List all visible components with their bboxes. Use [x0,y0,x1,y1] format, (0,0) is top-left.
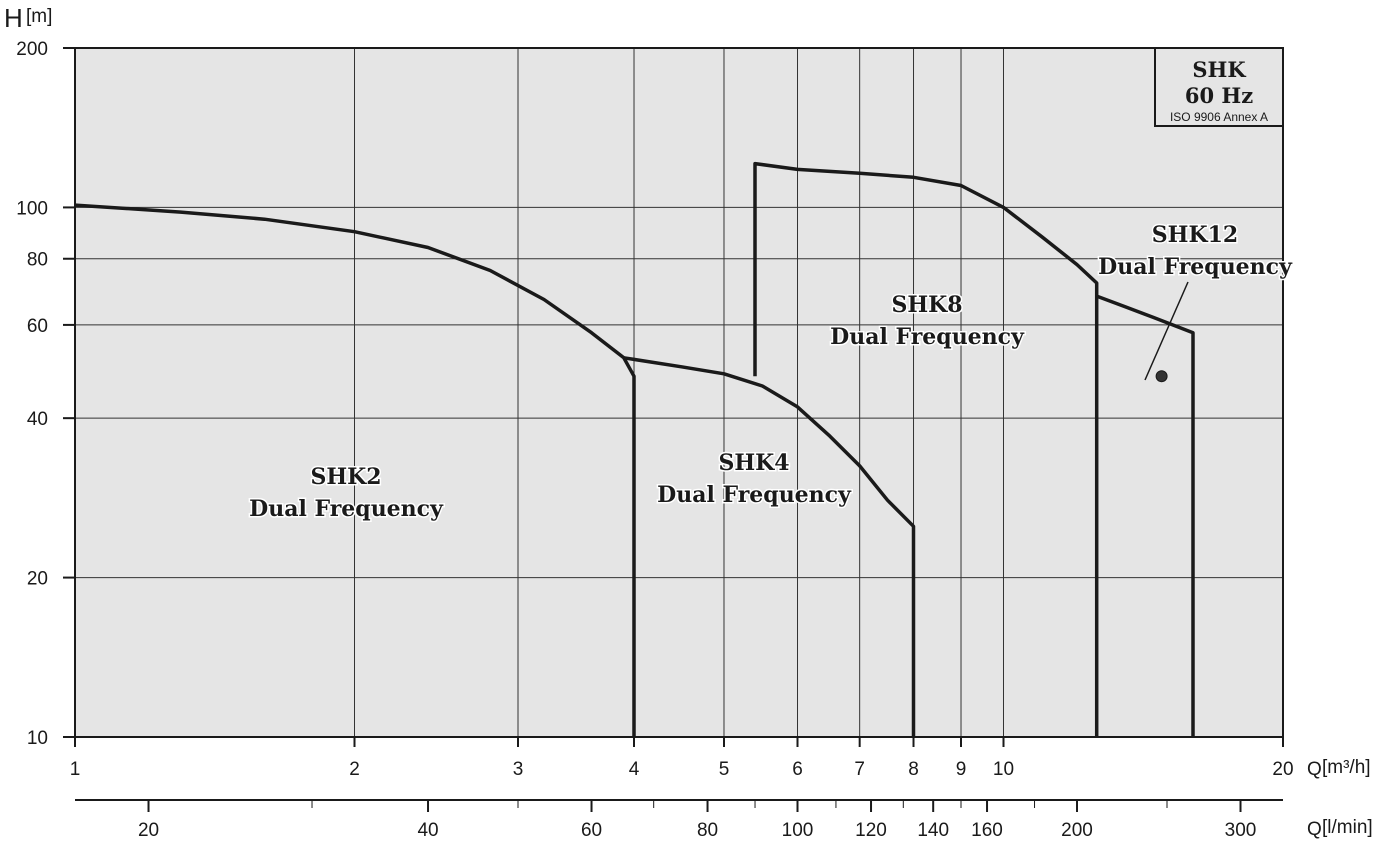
secondary-x-tick-label: 140 [917,820,949,841]
legend-standard: ISO 9906 Annex A [1170,110,1268,124]
series-label-shk4-sub: Dual Frequency [657,482,852,508]
y-tick-label: 200 [16,39,48,60]
y-tick-label: 80 [27,250,48,271]
curve-shk12 [1096,294,1195,737]
plot-frame [74,47,1284,738]
curve-shk4 [623,356,916,737]
x-tick-label: 5 [719,759,730,780]
secondary-x-tick-label: 80 [697,820,718,841]
x-axis-unit-letter: Q [1307,759,1322,780]
plot-background [75,48,1283,737]
x-axis-ticks: 1 2 3 4 5 6 7 8 9 10 20 [70,737,1294,780]
series-label-shk8-sub: Dual Frequency [830,324,1025,350]
secondary-x-axis-unit: [l/min] [1322,817,1373,838]
x-tick-label: 4 [629,759,640,780]
secondary-x-tick-label: 100 [782,820,814,841]
series-label-shk8: SHK8 [891,292,962,318]
y-axis-label: H [4,3,23,33]
secondary-x-tick-label: 160 [971,820,1003,841]
x-tick-label: 6 [792,759,803,780]
legend-frequency: 60 Hz [1185,83,1253,108]
secondary-x-axis-unit-letter: Q [1307,819,1322,840]
secondary-x-axis-ticks: 20 40 60 80 100 120 140 160 200 300 [138,800,1256,841]
series-label-shk12: SHK12 [1152,222,1238,248]
x-tick-label: 9 [956,759,967,780]
secondary-x-tick-label: 200 [1061,820,1093,841]
series-label-shk12-sub: Dual Frequency [1098,254,1293,280]
curve-shk8 [753,161,1099,737]
series-label-shk4: SHK4 [718,450,789,476]
x-tick-label: 8 [908,759,919,780]
series-label-shk2-sub: Dual Frequency [249,496,444,522]
y-tick-label: 100 [16,198,48,219]
curves [74,161,1195,737]
legend-box: SHK 60 Hz ISO 9906 Annex A [1154,47,1284,127]
x-tick-label: 3 [513,759,524,780]
x-tick-label: 2 [349,759,360,780]
secondary-x-tick-label: 120 [855,820,887,841]
grid [75,48,1283,737]
series-labels: SHK2 Dual Frequency SHK4 Dual Frequency … [248,221,1295,524]
y-tick-label: 60 [27,316,48,337]
y-tick-label: 20 [27,569,48,590]
series-label-shk2: SHK2 [310,464,381,490]
x-tick-label: 1 [70,759,81,780]
secondary-x-tick-label: 20 [138,820,159,841]
secondary-x-tick-label: 40 [417,820,438,841]
y-axis-unit: [m] [26,6,52,27]
shk12-pointer-dot [1155,370,1168,383]
legend-title: SHK [1192,57,1246,82]
x-tick-label: 10 [993,759,1014,780]
y-tick-label: 10 [27,728,48,749]
x-axis-unit: [m³/h] [1322,757,1371,778]
shk12-pointer-line [1144,281,1189,381]
curve-shk2 [74,203,636,737]
x-tick-label: 20 [1272,759,1293,780]
secondary-x-tick-label: 60 [581,820,602,841]
y-axis-ticks: 10 20 40 60 80 100 200 [16,39,75,749]
secondary-x-tick-label: 300 [1225,820,1257,841]
legend-box-frame [1154,47,1284,127]
x-tick-label: 7 [854,759,865,780]
y-tick-label: 40 [27,409,48,430]
